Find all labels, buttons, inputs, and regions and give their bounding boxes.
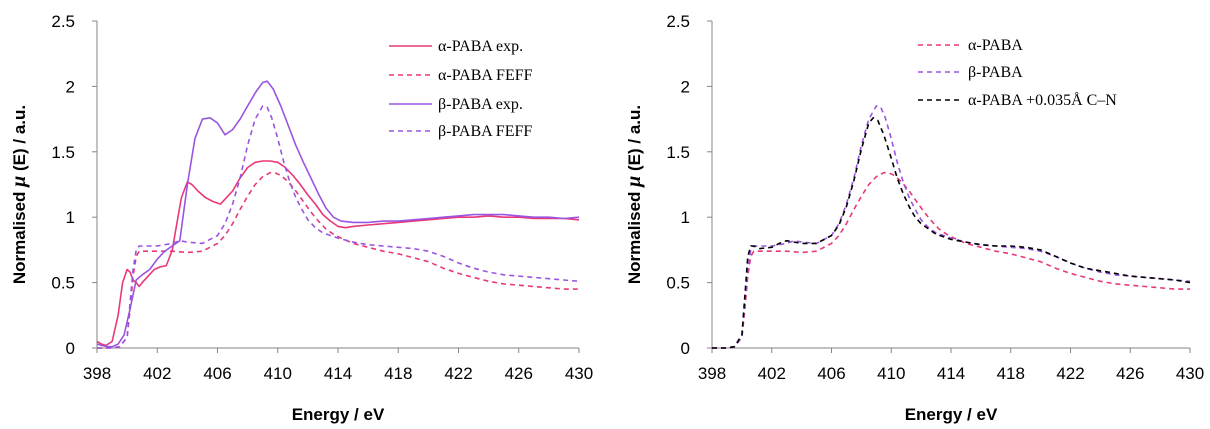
y-tick-label: 2: [66, 77, 75, 96]
x-axis-title: Energy / eV: [292, 405, 385, 424]
x-tick-label: 402: [143, 364, 171, 383]
x-tick-label: 398: [698, 364, 726, 383]
y-axis-title-suffix: (E) / a.u.: [10, 105, 29, 176]
x-tick-label: 418: [997, 364, 1025, 383]
x-tick-label: 402: [758, 364, 786, 383]
x-tick-label: 414: [324, 364, 352, 383]
x-tick-label: 406: [203, 364, 231, 383]
y-axis-title-suffix: (E) / a.u.: [625, 105, 644, 176]
y-tick-label: 1: [66, 208, 75, 227]
x-tick-label: 410: [877, 364, 905, 383]
y-axis-title: Normalised μ (E) / a.u.: [8, 105, 30, 284]
x-axis-title: Energy / eV: [905, 405, 998, 424]
y-axis-title-prefix: Normalised: [10, 187, 29, 284]
y-axis-title-prefix: Normalised: [625, 187, 644, 284]
y-tick-label: 0: [66, 339, 75, 358]
legend-label-3: α-PABA +0.035Å C–N: [968, 91, 1117, 109]
series-line-3: [712, 117, 1191, 349]
y-tick-label: 1.5: [51, 143, 75, 162]
legend-label-2: α-PABA FEFF: [438, 67, 533, 84]
series-line-1: [96, 160, 580, 347]
series-line-1: [712, 171, 1190, 349]
series-line-2: [97, 171, 579, 349]
x-tick-label: 406: [817, 364, 845, 383]
x-tick-label: 414: [937, 364, 965, 383]
x-tick-label: 410: [264, 364, 292, 383]
x-tick-label: 426: [505, 364, 533, 383]
x-tick-label: 418: [384, 364, 412, 383]
chart-panel-2: 0 0.5 1 1.5 2 2.5 398 402 406 410 414 418 422 426 430 E…: [623, 12, 1204, 424]
chart-panel-1: 0 0.5 1 1.5 2 2.5 398 402 406 410 414 418 422 426 430 E…: [8, 12, 593, 424]
x-tick-label: 398: [83, 364, 111, 383]
series-line-2: [712, 105, 1191, 349]
y-tick-label: 2.5: [666, 12, 690, 31]
series-line-4: [97, 105, 580, 349]
legend-label-3: β-PABA exp.: [438, 96, 523, 113]
legend-label-2: β-PABA: [968, 64, 1023, 81]
x-tick-label: 430: [565, 364, 593, 383]
x-tick-label: 426: [1116, 364, 1144, 383]
y-tick-label: 0.5: [51, 274, 75, 293]
y-tick-label: 2: [681, 77, 690, 96]
y-axis-title: Normalised μ (E) / a.u.: [623, 105, 645, 284]
y-axis-title-mu: μ: [623, 176, 645, 188]
y-tick-label: 1.5: [666, 143, 690, 162]
legend-label-4: β-PABA FEFF: [438, 123, 532, 140]
x-tick-label: 422: [444, 364, 472, 383]
legend-label-1: α-PABA exp.: [438, 38, 523, 55]
series-line-3: [96, 80, 580, 348]
y-tick-label: 1: [681, 208, 690, 227]
y-tick-label: 0.5: [666, 274, 690, 293]
x-tick-label: 422: [1056, 364, 1084, 383]
legend-label-1: α-PABA: [968, 37, 1023, 54]
x-tick-label: 430: [1176, 364, 1204, 383]
y-axis-title-mu: μ: [8, 176, 30, 188]
y-tick-label: 0: [681, 339, 690, 358]
y-tick-label: 2.5: [51, 12, 75, 31]
